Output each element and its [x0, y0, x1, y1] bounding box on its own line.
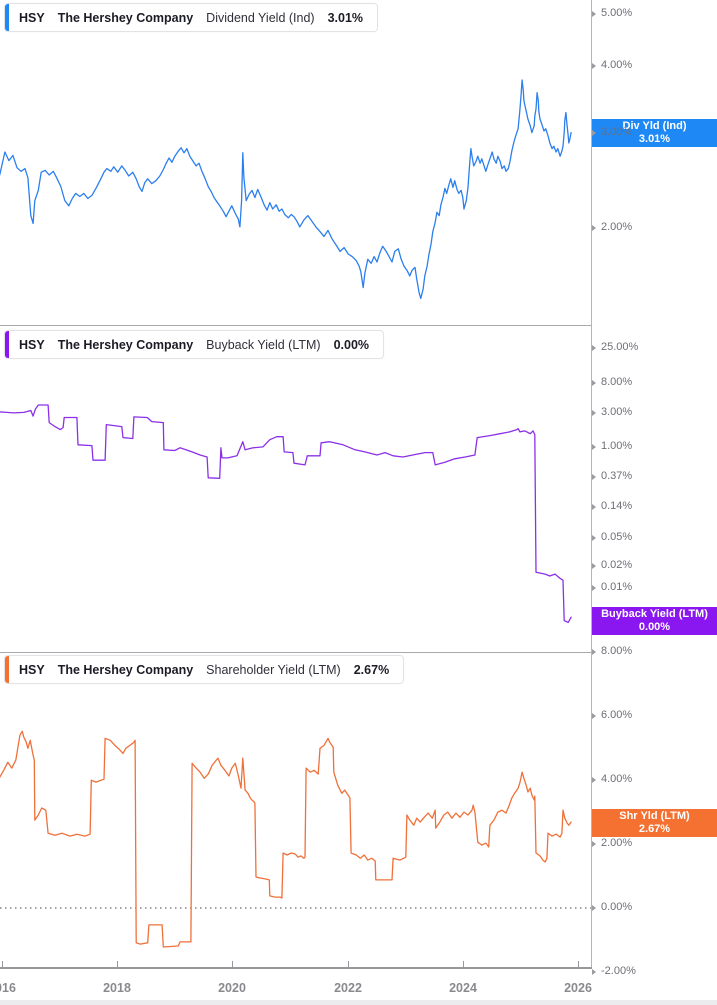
y-tick-label: 0.00% [591, 901, 633, 913]
y-tick-label: 1.00% [591, 440, 633, 452]
x-year-label: 2018 [103, 981, 131, 995]
metric-label: Shareholder Yield (LTM) [206, 662, 341, 677]
y-tick-label: 5.00% [591, 7, 633, 19]
x-year-label: 2016 [0, 981, 16, 995]
x-tick [2, 961, 3, 967]
ticker-label: HSY [19, 662, 45, 677]
y-tick-label: 4.00% [591, 59, 633, 71]
last-value-badge[interactable]: Buyback Yield (LTM) 0.00% [592, 607, 717, 635]
y-tick-label: 0.02% [591, 559, 633, 571]
right-axis-line [591, 0, 592, 968]
company-label: The Hershey Company [57, 662, 194, 677]
badge-value-label: 3.01% [638, 133, 671, 145]
badge-metric-label: Div Yld (Ind) [622, 120, 687, 132]
y-tick-label: 2.00% [591, 221, 633, 233]
badge-metric-label: Shr Yld (LTM) [619, 810, 690, 822]
y-tick-label: 8.00% [591, 645, 633, 657]
last-value-badge[interactable]: Div Yld (Ind) 3.01% [592, 119, 717, 147]
x-tick [117, 961, 118, 967]
y-tick-label: -2.00% [592, 965, 636, 977]
ticker-label: HSY [19, 337, 45, 352]
x-year-label: 2020 [218, 981, 246, 995]
company-label: The Hershey Company [57, 337, 194, 352]
y-tick-label: 0.01% [591, 581, 633, 593]
y-tick-label: 2.00% [591, 837, 633, 849]
accent-bar-icon [5, 656, 9, 683]
company-label: The Hershey Company [57, 10, 194, 25]
series-chip-dividend-yield[interactable]: HSY The Hershey Company Dividend Yield (… [4, 3, 379, 32]
time-axis-line [0, 967, 592, 969]
accent-bar-icon [5, 331, 9, 358]
panel-divider-1[interactable] [0, 325, 591, 326]
x-tick [232, 961, 233, 967]
badge-value-label: 0.00% [638, 621, 671, 633]
ticker-label: HSY [19, 10, 45, 25]
series-line-0[interactable] [0, 79, 572, 300]
accent-bar-icon [5, 4, 9, 31]
x-year-label: 2022 [334, 981, 362, 995]
metric-label: Dividend Yield (Ind) [206, 10, 315, 25]
metric-label: Buyback Yield (LTM) [206, 337, 321, 352]
y-tick-label: 25.00% [591, 341, 639, 353]
last-value-badge[interactable]: Shr Yld (LTM) 2.67% [592, 809, 717, 837]
badge-value-label: 2.67% [638, 823, 671, 835]
y-tick-label: 0.05% [591, 531, 633, 543]
series-chip-buyback-yield[interactable]: HSY The Hershey Company Buyback Yield (L… [4, 330, 385, 359]
series-line-1[interactable] [0, 404, 572, 624]
y-tick-label: 0.37% [591, 470, 633, 482]
panel-divider-2[interactable] [0, 652, 591, 653]
bottom-strip [0, 1000, 717, 1005]
x-tick [463, 961, 464, 967]
series-chip-shareholder-yield[interactable]: HSY The Hershey Company Shareholder Yiel… [4, 655, 405, 684]
x-tick [348, 961, 349, 967]
x-tick [578, 961, 579, 967]
y-tick-label: 3.00% [591, 126, 633, 138]
x-year-label: 2024 [449, 981, 477, 995]
y-tick-label: 6.00% [591, 709, 633, 721]
y-tick-label: 8.00% [591, 376, 633, 388]
metric-value: 2.67% [353, 662, 390, 677]
y-tick-label: 4.00% [591, 773, 633, 785]
y-tick-label: 3.00% [591, 406, 633, 418]
metric-value: 0.00% [333, 337, 370, 352]
badge-metric-label: Buyback Yield (LTM) [601, 608, 708, 620]
metric-value: 3.01% [327, 10, 364, 25]
x-year-label: 2026 [564, 981, 592, 995]
y-tick-label: 0.14% [591, 500, 633, 512]
series-line-2[interactable] [0, 730, 572, 948]
